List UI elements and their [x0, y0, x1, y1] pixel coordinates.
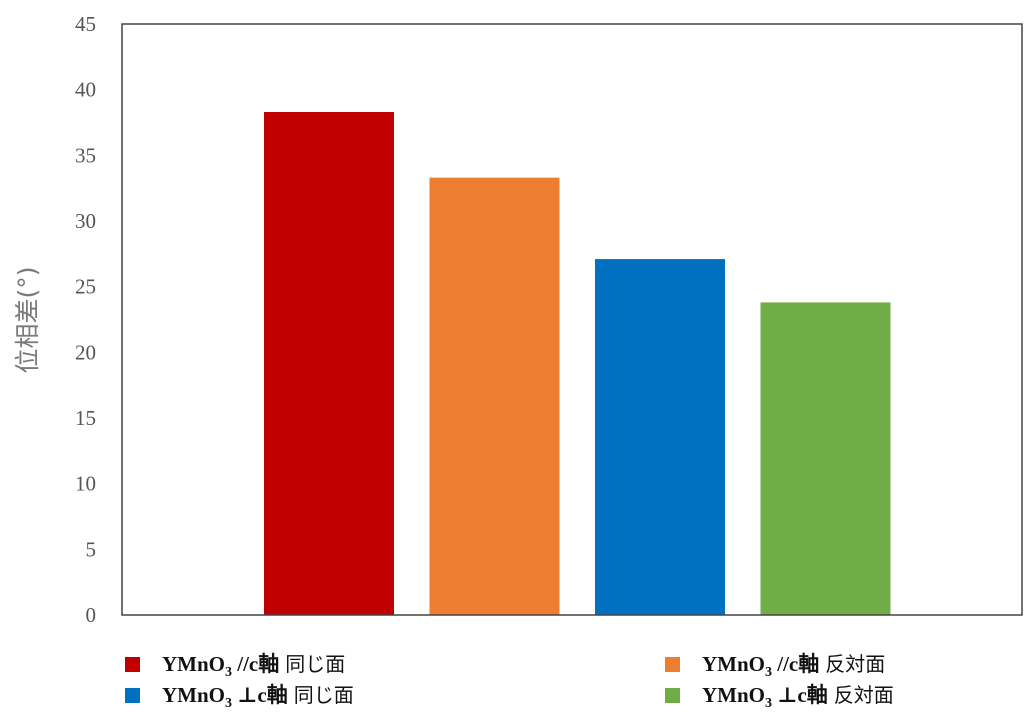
legend-swatch: [125, 657, 140, 672]
y-tick-label: 25: [75, 275, 96, 299]
legend-item: YMnO3 //c軸 反対面: [665, 648, 885, 681]
y-tick-label: 10: [75, 472, 96, 496]
legend-item: YMnO3 ⊥c軸 同じ面: [125, 679, 354, 712]
bar: [595, 259, 725, 615]
y-tick-label: 30: [75, 209, 96, 233]
y-tick-label: 15: [75, 406, 96, 430]
legend-item: YMnO3 //c軸 同じ面: [125, 648, 345, 681]
y-axis-ticks: 0 5 10 15 20 25 30 35 40 45: [75, 12, 96, 627]
y-tick-label: 0: [86, 603, 97, 627]
plot-area-frame: [121, 23, 1023, 616]
y-tick-label: 20: [75, 340, 96, 364]
y-tick-label: 45: [75, 12, 96, 36]
legend-swatch: [665, 688, 680, 703]
y-tick-label: 40: [75, 78, 96, 102]
legend-item: YMnO3 ⊥c軸 反対面: [665, 679, 894, 712]
legend-label: YMnO3 ⊥c軸 反対面: [702, 683, 894, 711]
y-tick-label: 5: [86, 537, 97, 561]
bar: [760, 302, 891, 615]
bars: [264, 111, 891, 615]
y-tick-label: 35: [75, 143, 96, 167]
legend-swatch: [125, 688, 140, 703]
legend-label: YMnO3 //c軸 同じ面: [162, 652, 346, 680]
legend-swatch: [665, 657, 680, 672]
legend-label: YMnO3 ⊥c軸 同じ面: [162, 683, 354, 711]
bar: [264, 111, 394, 615]
y-axis-label: 位相差(°): [13, 266, 42, 373]
bar: [429, 177, 560, 615]
legend-label: YMnO3 //c軸 反対面: [702, 652, 886, 680]
